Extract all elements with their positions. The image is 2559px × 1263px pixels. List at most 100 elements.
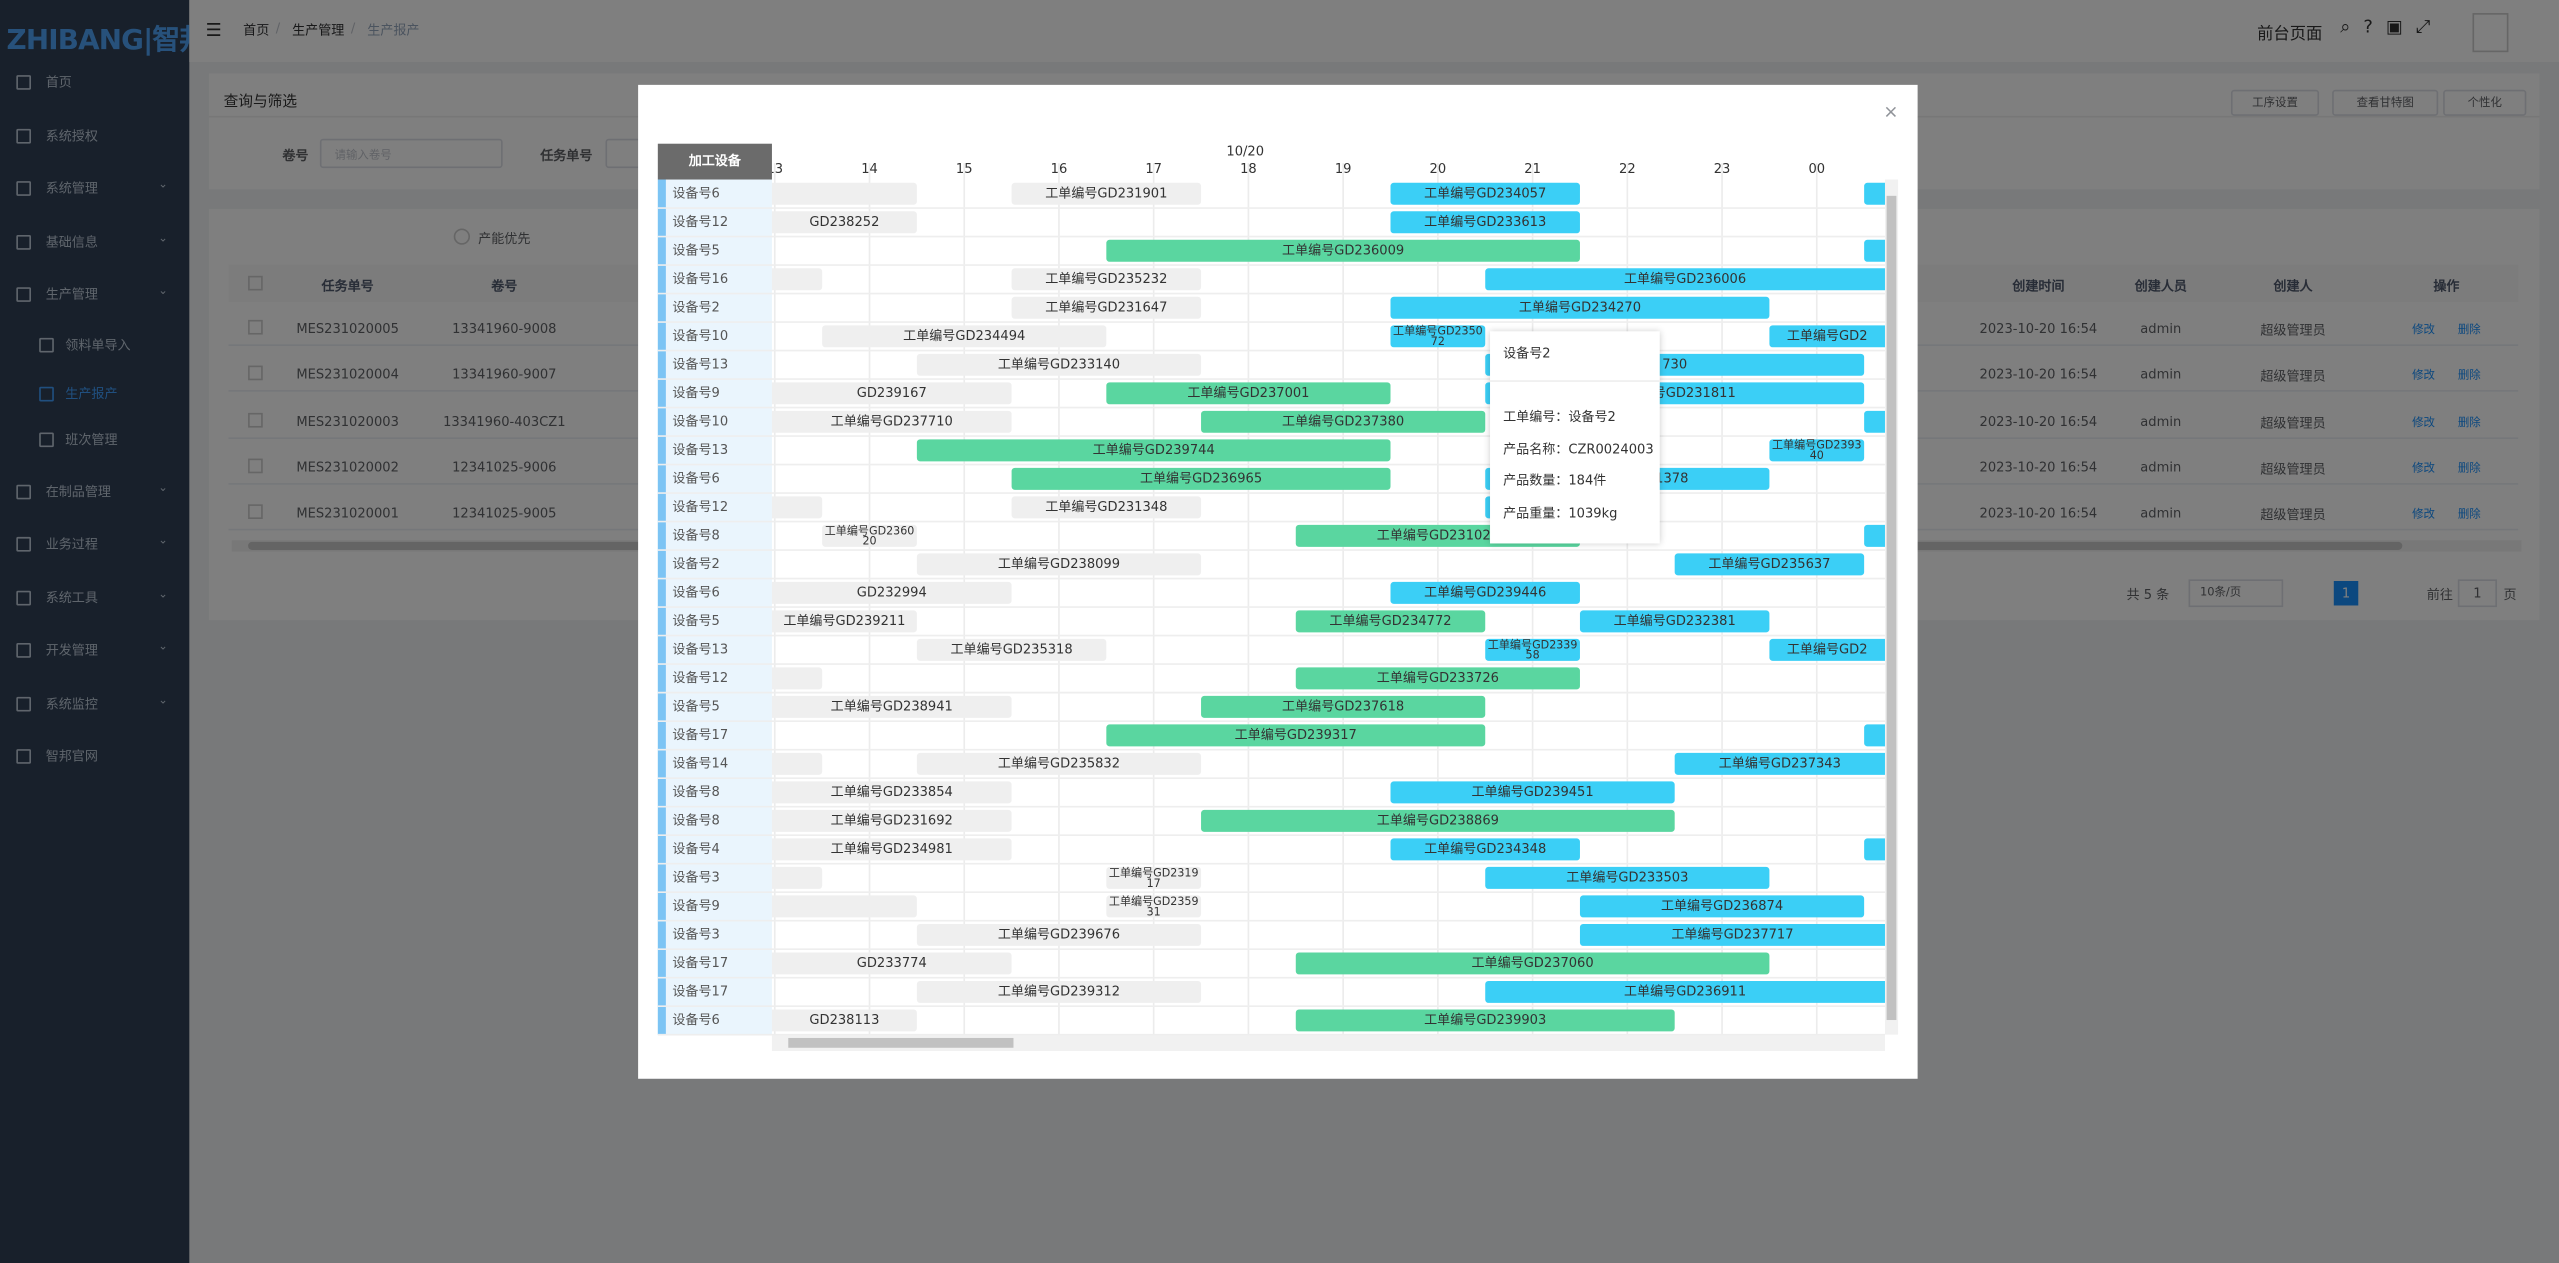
bar-label: GD232994	[857, 585, 927, 600]
bar-label: 工单编号GD236965	[1140, 471, 1262, 486]
gantt-bar	[916, 638, 1107, 661]
bar-label-line: 工单编号GD2359	[1109, 894, 1199, 908]
gantt-bar	[1769, 638, 1885, 661]
bar-label: 工单编号GD235318	[951, 642, 1073, 657]
gantt-bar	[771, 952, 1012, 975]
date-label: 10/20	[1226, 144, 1264, 159]
gantt-bar	[1011, 182, 1202, 205]
device-label: 设备号4	[672, 841, 719, 857]
bar-label: 工单编号GD2	[1787, 642, 1868, 657]
h-scrollbar[interactable]	[771, 1034, 1885, 1052]
gantt-bar	[771, 866, 823, 889]
device-label: 设备号3	[672, 869, 719, 885]
tooltip-line: 产品名称：CZR0024003	[1503, 441, 1654, 457]
gantt-bar	[1295, 1009, 1675, 1032]
bar-label: 工单编号GD2339 58	[1488, 637, 1578, 661]
gantt-bar	[916, 353, 1202, 376]
x-tick-label: 13	[766, 162, 783, 177]
gantt-bar	[1674, 752, 1885, 775]
bar-label-line: 工单编号GD2360	[825, 523, 915, 537]
gantt-bar	[1390, 182, 1580, 205]
gantt-bar	[1674, 553, 1865, 576]
x-tick-label: 00	[1808, 162, 1825, 177]
bar-label: 工单编号GD232381	[1614, 614, 1736, 629]
bar-label: 工单编号GD2350 72	[1393, 324, 1483, 348]
bar-label: 工单编号GD237343	[1719, 756, 1841, 771]
bar-label-line: 工单编号GD2339	[1488, 637, 1578, 651]
bar-label: 工单编号GD238099	[998, 557, 1120, 572]
x-tick-label: 23	[1714, 162, 1731, 177]
bar-label-line: 20	[862, 535, 876, 548]
gantt-bar	[916, 553, 1202, 576]
bar-label: 工单编号GD234270	[1519, 300, 1641, 315]
gantt-bar	[1011, 268, 1202, 291]
bar-label: 工单编号GD239451	[1472, 785, 1594, 800]
x-tick-label: 17	[1145, 162, 1162, 177]
bar-label: GD238252	[809, 215, 879, 230]
bar-label: 工单编号GD234348	[1424, 842, 1546, 857]
device-label: 设备号8	[672, 527, 719, 543]
bar-label-line: 40	[1810, 449, 1824, 462]
bar-label: 工单编号GD234057	[1424, 186, 1546, 201]
bar-label: 工单编号GD237380	[1282, 414, 1404, 429]
bar-label: 工单编号GD236874	[1661, 899, 1783, 914]
bar-label: 工单编号GD238869	[1377, 813, 1499, 828]
gantt-bar	[771, 211, 917, 234]
gantt-bar	[771, 382, 1012, 405]
close-button[interactable]: ×	[1883, 101, 1899, 123]
gantt-bar	[1864, 724, 1885, 747]
bar-label: 工单编号GD236009	[1282, 243, 1404, 258]
bar-label: 工单编号GD233613	[1424, 215, 1546, 230]
x-tick-label: 16	[1051, 162, 1068, 177]
bar-label: GD239167	[857, 386, 927, 401]
gantt-bar	[1864, 239, 1885, 262]
tooltip-line: 工单编号：设备号2	[1503, 409, 1616, 425]
gantt-bar	[771, 895, 917, 918]
bar-label: 工单编号GD236006	[1624, 272, 1746, 287]
gantt-bar	[771, 809, 1012, 832]
bar-label-line: 72	[1431, 335, 1445, 348]
scroll-thumb[interactable]	[1886, 195, 1897, 1021]
tooltip: 设备号2 工单编号：设备号2 产品名称：CZR0024003 产品数量：184件 产品…	[1490, 331, 1660, 544]
scroll-thumb[interactable]	[788, 1037, 1014, 1048]
device-label: 设备号6	[672, 584, 719, 600]
gantt-bar	[771, 695, 1012, 718]
gantt-bar	[771, 182, 917, 205]
device-label: 设备号2	[672, 299, 719, 315]
column-header	[657, 143, 772, 180]
gantt-bar	[916, 980, 1202, 1003]
gantt-bar	[771, 268, 823, 291]
device-label: 设备号16	[672, 271, 728, 287]
gantt-bar	[1295, 667, 1580, 690]
chart-area: 13 14 15 16 17 18 19 20 21 22 23 00 工单编号GD231901 工单编号…	[766, 162, 1885, 1035]
bar-label-line: 58	[1526, 649, 1540, 662]
gantt-bar	[1864, 838, 1885, 861]
device-label: 设备号5	[672, 698, 719, 714]
device-label: 设备号5	[672, 613, 719, 629]
gantt-chart: 加工设备 10/20 13 14 15 16 17 18 19 20 21 22 23 00 工单编号G…	[657, 143, 1899, 1052]
gantt-bar	[1011, 296, 1202, 319]
bar-label: GD238113	[809, 1013, 879, 1028]
bar-label: 工单编号GD231348	[1045, 500, 1167, 515]
gantt-bar	[771, 667, 823, 690]
x-tick-label: 20	[1430, 162, 1447, 177]
gantt-bar	[771, 410, 1012, 433]
gantt-bar	[1011, 496, 1202, 519]
bar-label: 工单编号GD239676	[998, 927, 1120, 942]
gantt-bar	[1485, 980, 1885, 1003]
gantt-bar	[916, 923, 1202, 946]
bar-label: 工单编号GD239446	[1424, 585, 1546, 600]
device-label: 设备号10	[672, 328, 728, 344]
device-label: 设备号17	[672, 983, 728, 999]
gantt-bar	[1295, 952, 1770, 975]
bar-label-line: 工单编号GD2319	[1109, 865, 1199, 879]
bar-label: 工单编号GD2359 31	[1109, 894, 1199, 918]
bar-label: 工单编号GD2319 17	[1109, 865, 1199, 889]
bar-label-line: 31	[1147, 905, 1161, 918]
bar-label: 工单编号GD233140	[998, 357, 1120, 372]
device-label: 设备号3	[672, 926, 719, 942]
device-label: 设备号17	[672, 727, 728, 743]
bar-label: 工单编号GD239903	[1424, 1013, 1546, 1028]
bar-label: 工单编号GD2	[1787, 329, 1868, 344]
